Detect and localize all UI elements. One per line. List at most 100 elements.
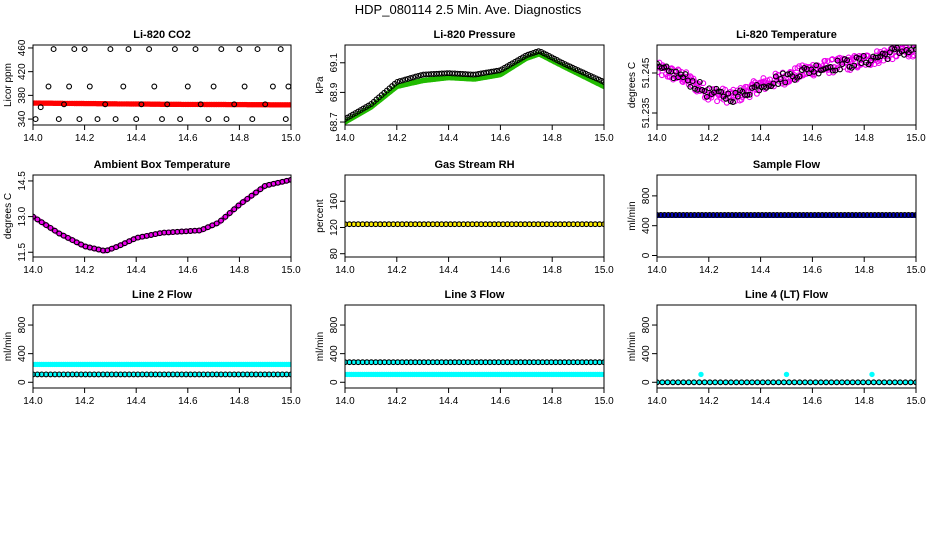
point-sample-open <box>729 211 736 218</box>
point-co2-open <box>282 116 289 123</box>
point-pressure-open <box>590 74 597 81</box>
y-tick-label: 800 <box>17 316 28 333</box>
point-co2-open <box>184 83 191 90</box>
y-tick-label: 11.5 <box>17 242 28 261</box>
point-pressure-open <box>394 78 401 85</box>
x-tick-label: 14.8 <box>542 396 562 407</box>
point-co2-open <box>218 46 225 53</box>
x-tick-label: 15.0 <box>906 133 926 144</box>
point-sample-open <box>792 211 799 218</box>
point-sample-open <box>901 211 908 218</box>
point-temp-open <box>696 78 703 85</box>
x-tick-label: 14.8 <box>854 265 874 276</box>
x-tick-label: 14.0 <box>647 133 667 144</box>
point-pressure-open <box>475 71 482 77</box>
marks <box>33 361 291 378</box>
point-co2-open <box>285 83 291 90</box>
point-sample-open <box>661 211 668 218</box>
point-sample-open <box>684 211 690 218</box>
point-temp-open <box>844 57 851 64</box>
point-co2-open <box>107 46 114 53</box>
point-co2-open <box>164 101 171 108</box>
x-tick-label: 14.8 <box>230 265 250 276</box>
x-tick-label: 14.6 <box>178 265 198 276</box>
point-temp-open <box>663 63 670 70</box>
point-sample-open <box>868 211 874 218</box>
y-tick-label: 14.5 <box>17 171 28 191</box>
point-temp-open <box>765 83 772 90</box>
x-tick-label: 14.4 <box>126 265 146 276</box>
point-sample-open <box>680 211 687 218</box>
x-tick-label: 14.0 <box>647 396 667 407</box>
point-temp <box>700 80 707 87</box>
x-tick-label: 14.2 <box>387 396 407 407</box>
point-sample-open <box>819 211 826 218</box>
point-sample-open <box>849 211 856 218</box>
point-sample-open <box>657 211 660 218</box>
point-sample-open <box>717 211 724 218</box>
point-box-open <box>34 216 41 223</box>
x-tick-label: 15.0 <box>281 265 301 276</box>
point-box-open <box>47 224 54 231</box>
panel-title: Sample Flow <box>753 159 821 171</box>
point-sample-open <box>669 211 675 218</box>
panel-title: Line 4 (LT) Flow <box>745 289 828 301</box>
panel-title: Li-820 Temperature <box>736 29 837 41</box>
y-tick-label: 80 <box>329 248 340 260</box>
x-tick-label: 14.4 <box>126 396 146 407</box>
point-sample-open <box>732 211 739 218</box>
x-tick-label: 14.4 <box>751 396 771 407</box>
y-tick-label: 800 <box>329 316 340 333</box>
point-co2-open <box>45 83 52 90</box>
plot-frame <box>344 304 605 389</box>
x-tick-label: 14.8 <box>854 396 874 407</box>
point-co2-open <box>249 116 256 123</box>
y-tick-label: 51.235 <box>641 97 652 128</box>
x-tick-label: 14.2 <box>699 265 719 276</box>
point-temp-open <box>825 64 832 71</box>
x-tick-label: 14.4 <box>751 265 771 276</box>
point-co2-open <box>171 46 178 53</box>
x-tick-label: 14.0 <box>23 265 43 276</box>
point-temp <box>829 56 836 63</box>
point-co2-open <box>86 83 93 90</box>
x-tick-label: 14.8 <box>230 133 250 144</box>
point-co2-open <box>159 116 165 123</box>
point-box-open <box>222 213 229 220</box>
point-sample-open <box>774 211 781 218</box>
point-box-open <box>239 199 246 206</box>
x-tick-label: 14.4 <box>439 396 459 407</box>
panel-line-2-flow: Line 2 Flow 14.0 14.2 14.4 14.6 14.8 15.0 0 400 8… <box>3 289 301 407</box>
point-co2-open <box>37 104 44 111</box>
panel-title: Ambient Box Temperature <box>94 159 231 171</box>
point-sample-open <box>759 211 766 218</box>
x-tick-label: 15.0 <box>906 396 926 407</box>
y-axis-label: ml/min <box>627 201 638 230</box>
x-tick-label: 14.2 <box>699 133 719 144</box>
y-tick-label: 800 <box>641 316 652 333</box>
panel-li-820-pressure: Li-820 Pressure 14.0 14.2 14.4 14.6 14.8 15.0 6… <box>315 29 614 144</box>
point-sample-open <box>905 211 912 218</box>
y-tick-label: 400 <box>641 345 652 362</box>
point-sample-open <box>740 211 747 218</box>
point-sample-open <box>770 211 777 218</box>
x-tick-label: 15.0 <box>594 133 614 144</box>
point-sample-open <box>672 211 679 218</box>
panel-li-820-temperature: Li-820 Temperature 14.0 14.2 14.4 14.6 14.8 15… <box>627 29 926 144</box>
point-sample-open <box>751 211 758 218</box>
point-sample-open <box>807 211 814 218</box>
point-sample-open <box>856 211 863 218</box>
x-tick-label: 14.2 <box>387 265 407 276</box>
point-pressure-open <box>535 48 542 55</box>
y-axis-label: ml/min <box>3 332 14 361</box>
y-tick-label: 800 <box>641 187 652 204</box>
y-tick-label: 120 <box>329 219 340 236</box>
point-sample-open <box>804 211 811 218</box>
y-tick-label: 400 <box>641 217 652 234</box>
point-temp <box>874 48 880 55</box>
point-co2-open <box>125 46 132 53</box>
x-tick-label: 14.0 <box>335 396 355 407</box>
x-tick-label: 14.2 <box>75 133 95 144</box>
point-box-open <box>38 219 45 226</box>
